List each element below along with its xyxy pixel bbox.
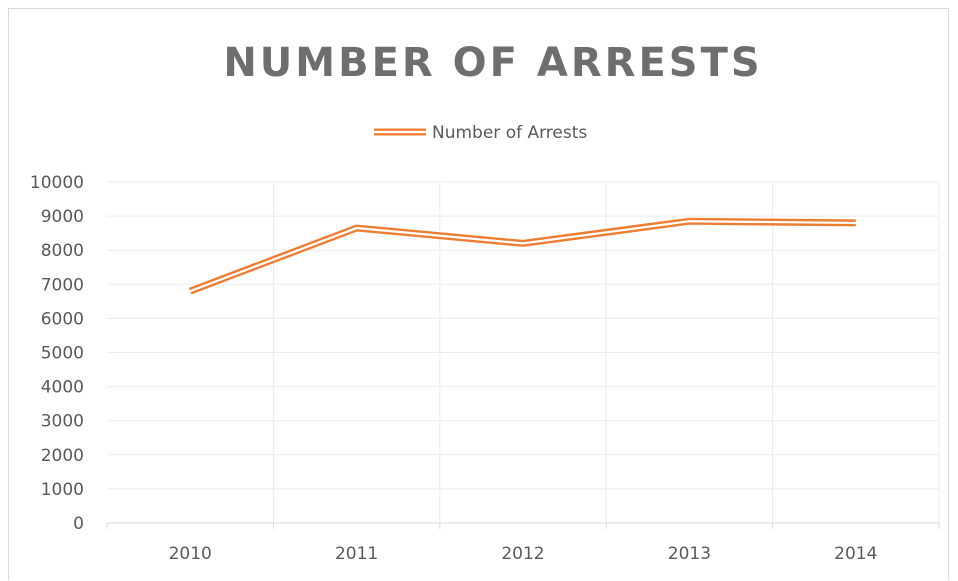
- legend-label: Number of Arrests: [432, 123, 587, 143]
- chart-title: NUMBER OF ARRESTS: [223, 40, 762, 86]
- gridlines: [107, 181, 940, 523]
- axes: [106, 522, 940, 529]
- y-tick-label: 5000: [41, 344, 84, 364]
- y-tick-label: 2000: [41, 446, 84, 466]
- x-tick-label: 2011: [335, 544, 378, 564]
- y-tick-label: 10000: [30, 173, 84, 193]
- series-lines: [188, 217, 856, 295]
- y-tick-label: 1000: [41, 480, 84, 500]
- y-tick-label: 6000: [41, 309, 84, 329]
- x-tick-label: 2012: [501, 544, 544, 564]
- chart-container: [8, 8, 949, 580]
- y-tick-label: 3000: [41, 412, 84, 432]
- x-tick-label: 2013: [668, 544, 711, 564]
- x-axis-ticks: 2010 2011 2012 2013 2014: [169, 544, 878, 564]
- y-tick-label: 7000: [41, 275, 84, 295]
- y-tick-label: 4000: [41, 378, 84, 398]
- x-tick-label: 2010: [169, 544, 212, 564]
- y-tick-label: 0: [73, 514, 84, 534]
- y-axis-ticks: 0 1000 2000 3000 4000 5000 6000 7000 8000 9000 100…: [30, 173, 84, 534]
- series-line-inner: [189, 220, 856, 293]
- x-tick-label: 2014: [834, 544, 877, 564]
- y-tick-label: 9000: [41, 207, 84, 227]
- y-tick-label: 8000: [41, 241, 84, 261]
- series-line: [188, 217, 856, 295]
- legend: Number of Arrests: [374, 123, 587, 143]
